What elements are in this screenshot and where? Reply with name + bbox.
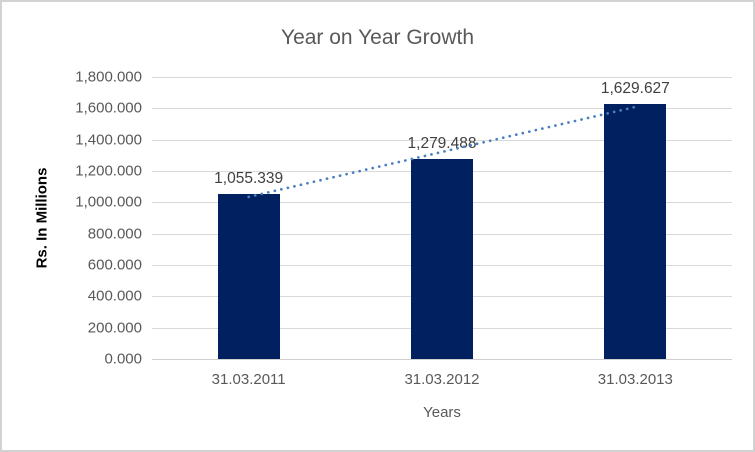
bar-value-label: 1,629.627 <box>600 79 670 97</box>
bar <box>604 103 667 359</box>
x-tick-label: 31.03.2013 <box>597 371 673 388</box>
y-tick-label: 800.000 <box>87 225 142 243</box>
gridline <box>152 77 732 78</box>
bar <box>217 193 280 359</box>
y-tick-label: 1,000.000 <box>75 193 142 211</box>
bar-value-label: 1,279.488 <box>407 134 477 152</box>
bar <box>411 158 473 359</box>
y-tick-label: 600.000 <box>87 256 142 274</box>
y-tick-label: 1,800.000 <box>75 68 142 86</box>
y-tick-label: 1,200.000 <box>75 162 142 180</box>
y-tick-label: 200.000 <box>87 319 142 337</box>
x-axis-line <box>152 359 732 360</box>
y-tick-label: 400.000 <box>87 287 142 305</box>
bar-value-label: 1,055.339 <box>214 169 284 187</box>
y-tick-label: 0.000 <box>104 350 142 368</box>
x-tick-label: 31.03.2012 <box>404 371 480 388</box>
chart-title: Year on Year Growth <box>280 26 475 49</box>
x-axis-title: Years <box>423 404 461 421</box>
y-tick-label: 1,400.000 <box>75 131 142 149</box>
y-axis-title: Rs. In Millions <box>33 167 51 269</box>
x-tick-label: 31.03.2011 <box>211 371 286 388</box>
y-tick-label: 1,600.000 <box>75 99 142 117</box>
